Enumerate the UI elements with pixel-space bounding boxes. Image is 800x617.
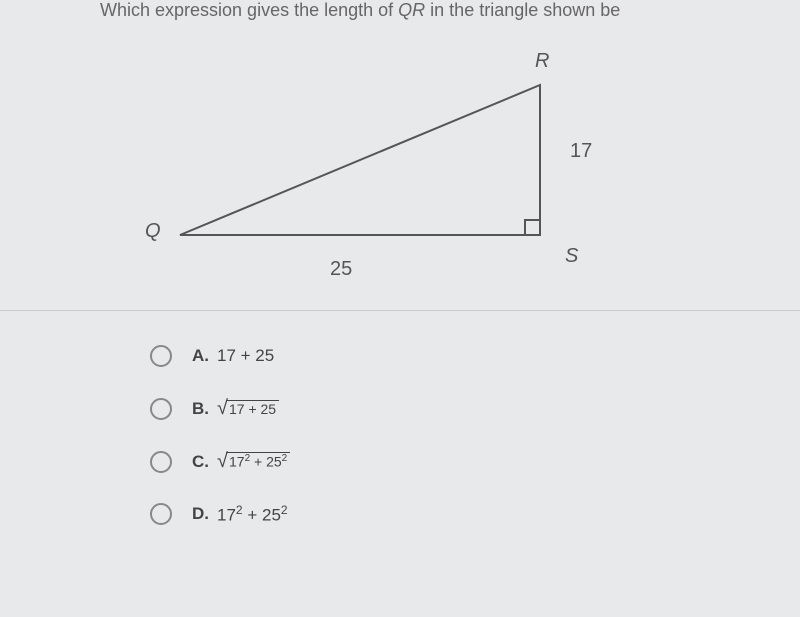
option-B[interactable]: B. √ 17 + 25 [150,397,290,420]
radio-D[interactable] [150,503,172,525]
option-D-expression: 172 + 252 [217,503,288,526]
d-base2: 25 [262,506,281,525]
triangle-figure: R 17 Q 25 S [140,40,640,300]
d-exp2: 2 [281,503,288,517]
c-base2: 25 [266,454,282,470]
option-D-letter: D. [192,504,209,524]
option-B-letter: B. [192,399,209,419]
option-B-sqrt: √ 17 + 25 [217,397,279,420]
question-prefix: Which expression gives the length of [100,0,398,20]
d-base1: 17 [217,506,236,525]
vertex-label-Q: Q [145,220,161,243]
divider-line [0,310,800,311]
question-italic: QR [398,0,425,20]
c-plus: + [250,454,266,470]
option-B-label: B. √ 17 + 25 [192,397,279,420]
option-D[interactable]: D. 172 + 252 [150,503,290,526]
option-A-letter: A. [192,346,209,366]
radio-C[interactable] [150,451,172,473]
triangle-polygon [180,85,540,235]
option-C-sqrt: √ 172 + 252 [217,450,290,473]
c-exp2: 2 [282,453,288,464]
option-A-label: A. 17 + 25 [192,346,274,366]
d-exp1: 2 [236,503,243,517]
right-angle-marker [525,220,540,235]
radio-B[interactable] [150,398,172,420]
question-text: Which expression gives the length of QR … [100,0,620,21]
side-label-25: 25 [330,258,352,281]
radio-A[interactable] [150,345,172,367]
option-C-label: C. √ 172 + 252 [192,450,290,473]
vertex-label-S: S [565,245,578,268]
question-suffix: in the triangle shown be [425,0,620,20]
option-B-sqrt-content: 17 + 25 [226,400,279,418]
side-label-17: 17 [570,140,592,163]
option-A-text: 17 + 25 [217,346,274,366]
option-C-letter: C. [192,452,209,472]
option-D-label: D. 172 + 252 [192,503,288,526]
c-base1: 17 [229,454,245,470]
option-A[interactable]: A. 17 + 25 [150,345,290,367]
option-C-sqrt-content: 172 + 252 [226,452,290,470]
options-list: A. 17 + 25 B. √ 17 + 25 C. √ 172 + 252 D… [150,345,290,556]
d-plus: + [243,506,262,525]
vertex-label-R: R [535,50,549,73]
option-C[interactable]: C. √ 172 + 252 [150,450,290,473]
